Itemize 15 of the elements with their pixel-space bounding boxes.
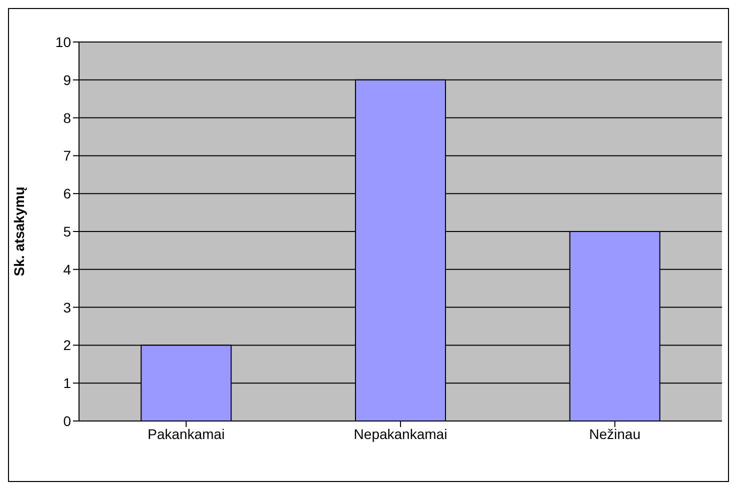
y-tick-label: 9 (63, 72, 72, 88)
y-tick-label: 4 (63, 261, 72, 278)
y-tick-label: 10 (55, 34, 72, 50)
x-tick-label: Nežinau (589, 426, 641, 442)
y-tick-label: 5 (63, 223, 72, 240)
y-tick-label: 0 (63, 412, 72, 429)
y-axis-title: Sk. atsakymų (10, 186, 27, 276)
x-tick-label: Pakankamai (148, 426, 225, 442)
y-tick-label: 8 (63, 110, 72, 126)
y-tick-label: 7 (63, 148, 72, 164)
y-tick-label: 1 (63, 375, 72, 392)
y-tick-label: 3 (63, 299, 72, 316)
y-tick-label: 6 (63, 186, 72, 202)
x-tick-label: Nepakankamai (354, 426, 448, 442)
y-tick-label: 2 (63, 337, 72, 354)
